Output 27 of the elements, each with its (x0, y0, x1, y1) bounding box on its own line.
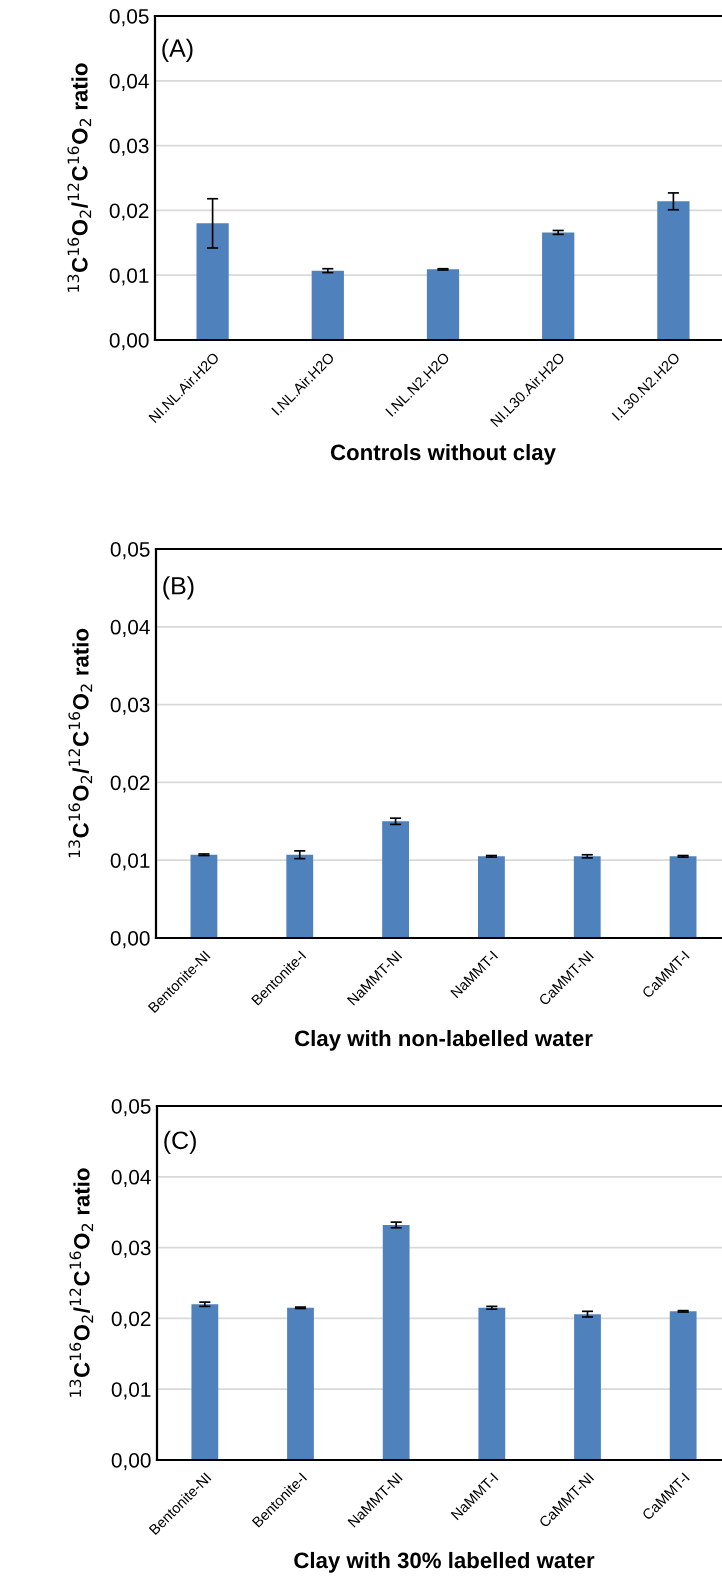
y-tick-label: 0,03 (110, 697, 150, 715)
y-tick-label: 0,00 (109, 333, 149, 351)
y-tick-label: 0,00 (110, 931, 150, 949)
y-tick-label: 0,05 (111, 1099, 151, 1117)
y-tick-label: 0,02 (111, 1311, 151, 1329)
annotation: (C) (164, 1130, 196, 1155)
y-tick-label: 0,05 (110, 542, 150, 560)
y-tick-label: 0,00 (111, 1453, 151, 1471)
y-tick-label: 0,04 (111, 1169, 151, 1188)
y-tick-label: 0,04 (110, 619, 150, 638)
text: $^{13}$C$^{16}$O$_{2}$/$^{12}$C$^{16}$O$_{2}$ ratio (68, 628, 93, 858)
text: $^{13}$C$^{16}$O$_{2}$/$^{12}$C$^{16}$O$_{2}$ ratio (69, 1168, 94, 1397)
y-tick-label: 0,05 (109, 9, 149, 27)
y-tick-label: 0,03 (111, 1240, 151, 1258)
y-tick-label: 0,01 (109, 268, 149, 286)
y-tick-label: 0,02 (110, 775, 150, 793)
y-tick-label: 0,03 (109, 138, 149, 156)
x-axis-title: Clay with non-labelled water (295, 1029, 593, 1051)
text: $^{13}$C$^{16}$O$_{2}$/$^{12}$C$^{16}$O$_{2}$ ratio (67, 63, 92, 292)
x-axis-title: Clay with 30% labelled water (294, 1551, 595, 1573)
y-tick-label: 0,01 (111, 1382, 151, 1400)
y-tick-label: 0,04 (109, 73, 149, 92)
y-tick-label: 0,01 (110, 853, 150, 871)
y-tick-label: 0,02 (109, 203, 149, 221)
x-axis-title: Controls without clay (330, 443, 556, 465)
annotation: (A) (162, 38, 193, 62)
annotation: (B) (163, 576, 194, 600)
